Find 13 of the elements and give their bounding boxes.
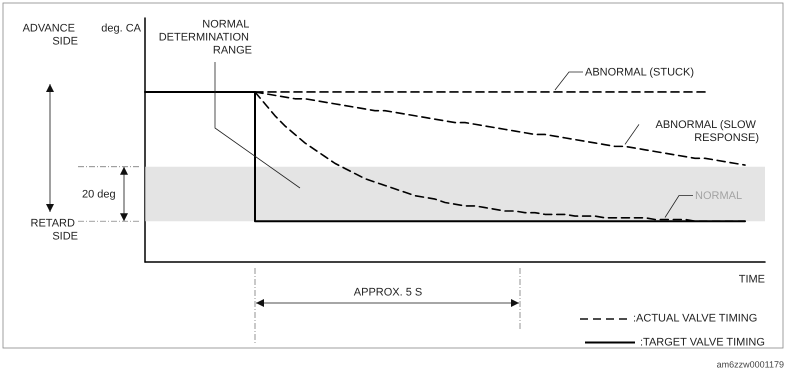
band-label: NORMAL DETERMINATION RANGE: [158, 18, 252, 56]
legend-label: :TARGET VALVE TIMING: [640, 336, 765, 348]
text: am6zzw0001179: [716, 360, 784, 370]
series-label: ABNORMAL (SLOW RESPONSE): [656, 118, 759, 144]
text: :ACTUAL VALVE TIMING: [633, 312, 758, 324]
text: RETARD SIDE: [30, 218, 78, 242]
text: 20 deg: [82, 188, 116, 200]
text: ADVANCE SIDE: [22, 22, 78, 48]
text: APPROX. 5 S: [354, 286, 422, 298]
text: deg. CA: [101, 22, 142, 34]
series-label: NORMAL: [695, 190, 742, 202]
x-axis-title: TIME: [738, 274, 765, 286]
series-label: ABNORMAL (STUCK): [585, 66, 694, 78]
